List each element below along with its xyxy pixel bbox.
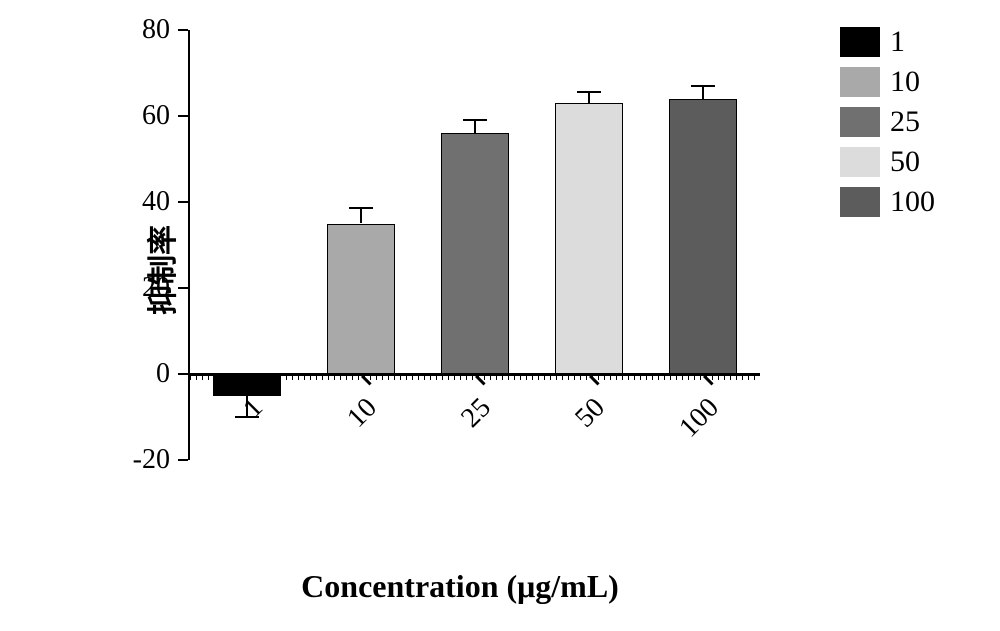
y-tick-label: 60 bbox=[142, 100, 170, 132]
legend-item: 25 bbox=[840, 105, 970, 139]
y-tick bbox=[178, 373, 188, 375]
error-bar-cap bbox=[691, 85, 715, 87]
legend-item: 100 bbox=[840, 185, 970, 219]
legend-label: 25 bbox=[890, 105, 920, 139]
error-bar bbox=[474, 120, 476, 133]
error-bar-cap bbox=[349, 207, 373, 209]
legend-label: 10 bbox=[890, 65, 920, 99]
bar bbox=[669, 99, 737, 374]
legend-label: 100 bbox=[890, 185, 935, 219]
legend: 1 10 25 50 100 bbox=[840, 25, 970, 225]
bar bbox=[555, 103, 623, 374]
error-bar bbox=[360, 208, 362, 223]
y-tick-label: 80 bbox=[142, 14, 170, 46]
legend-swatch bbox=[840, 147, 880, 177]
y-tick-label: 20 bbox=[142, 272, 170, 304]
legend-swatch bbox=[840, 27, 880, 57]
legend-swatch bbox=[840, 107, 880, 137]
error-bar bbox=[588, 92, 590, 103]
legend-item: 1 bbox=[840, 25, 970, 59]
x-axis-label: Concentration (μg/mL) bbox=[301, 568, 619, 605]
bar bbox=[327, 224, 395, 375]
y-tick bbox=[178, 29, 188, 31]
legend-label: 50 bbox=[890, 145, 920, 179]
error-bar-cap bbox=[463, 119, 487, 121]
legend-item: 50 bbox=[840, 145, 970, 179]
chart-container: 抑制率 Concentration (μg/mL) -2002040608011… bbox=[110, 20, 810, 520]
bar bbox=[441, 133, 509, 374]
y-tick bbox=[178, 201, 188, 203]
y-tick-label: 40 bbox=[142, 186, 170, 218]
error-bar bbox=[702, 86, 704, 99]
y-tick bbox=[178, 287, 188, 289]
y-tick-label: 0 bbox=[156, 358, 170, 390]
legend-swatch bbox=[840, 187, 880, 217]
legend-item: 10 bbox=[840, 65, 970, 99]
legend-label: 1 bbox=[890, 25, 905, 59]
error-bar-cap bbox=[577, 91, 601, 93]
y-tick bbox=[178, 459, 188, 461]
y-tick bbox=[178, 115, 188, 117]
y-tick-label: -20 bbox=[133, 444, 170, 476]
legend-swatch bbox=[840, 67, 880, 97]
